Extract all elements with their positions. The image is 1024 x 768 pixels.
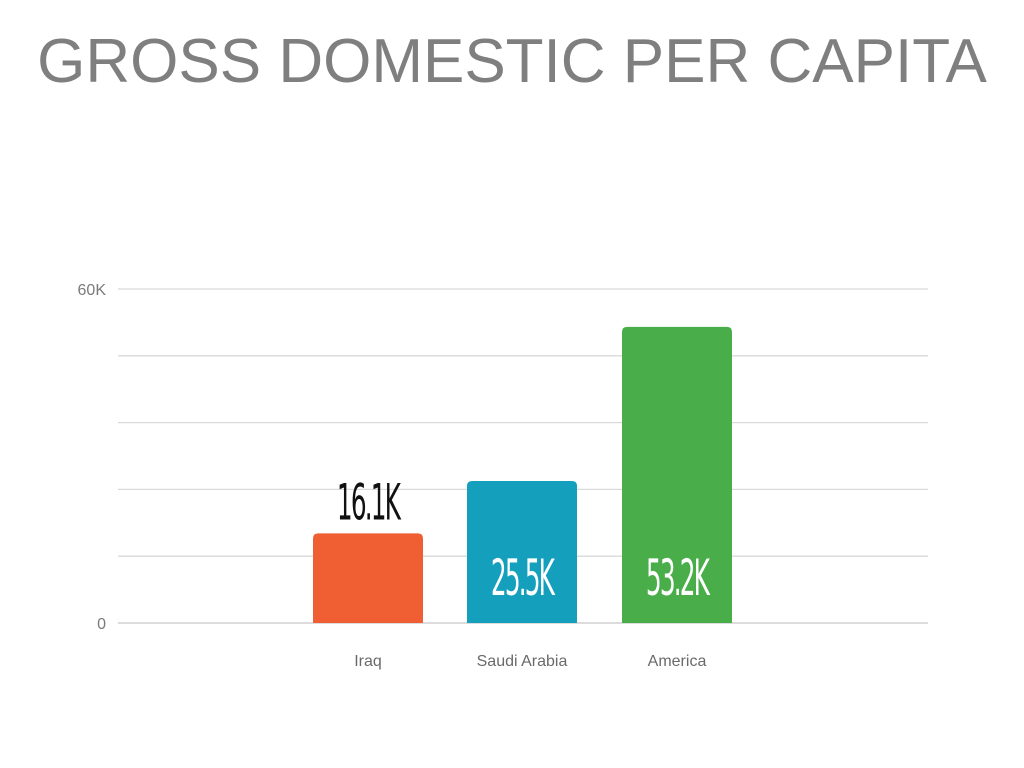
y-tick-label: 60K <box>78 282 107 299</box>
y-tick-label: 0 <box>97 616 106 633</box>
x-axis-ticks: Iraq Saudi Arabia America <box>354 653 706 670</box>
bar-saudi-arabia <box>467 481 577 623</box>
chart-title: GROSS DOMESTIC PER CAPITA <box>37 27 987 96</box>
bars <box>313 326 732 623</box>
data-label: 53.2K <box>646 549 711 607</box>
data-labels: 16.1K 25.5K 53.2K <box>337 474 713 608</box>
x-tick-label: Saudi Arabia <box>477 653 568 670</box>
y-axis-ticks: 0 60K <box>78 282 107 633</box>
data-label: 25.5K <box>491 549 556 607</box>
bar-iraq <box>313 533 423 623</box>
data-label: 16.1K <box>337 474 402 532</box>
bar-america <box>622 326 732 623</box>
x-tick-label: America <box>648 653 707 670</box>
x-tick-label: Iraq <box>354 653 382 670</box>
